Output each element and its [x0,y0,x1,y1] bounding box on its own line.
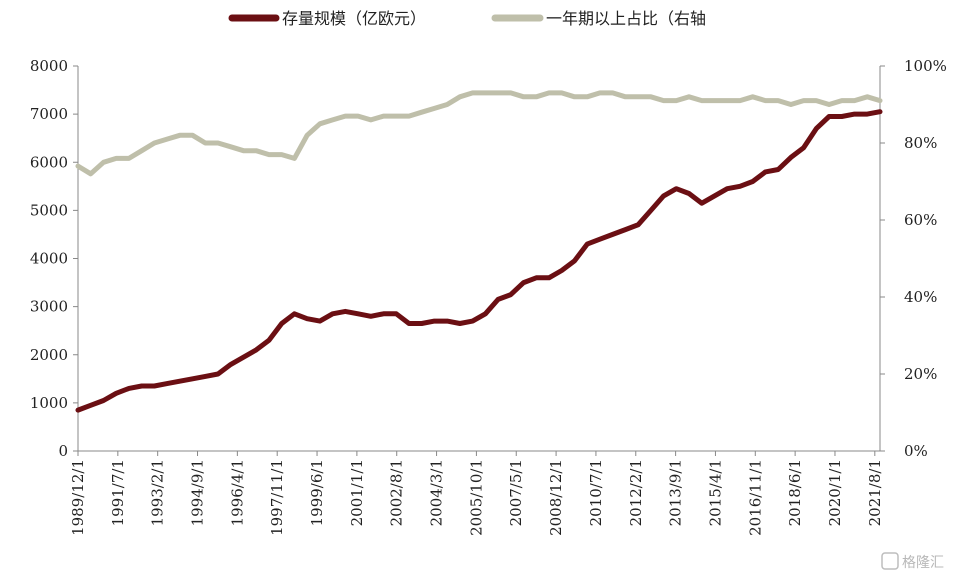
series-lines [75,90,883,413]
x-tick-label: 2010/7/1 [587,459,605,526]
x-tick-label: 2002/8/1 [388,459,406,526]
x-tick-label: 2020/1/1 [826,459,844,526]
watermark-text: 格隆汇 [902,555,944,571]
x-ticks: 1989/12/1 1991/7/1 1993/2/1 1994/9/1 1996/4/… [69,451,884,536]
watermark-logo-icon [881,552,899,570]
x-tick-label: 1989/12/1 [69,459,87,536]
legend-label-share: 一年期以上占比（右轴 [546,9,706,28]
x-tick-label: 2004/3/1 [428,459,446,526]
x-tick-label: 1991/7/1 [109,459,127,526]
y-left-tick-label: 8000 [30,57,68,75]
y-left-tick-label: 1000 [30,394,68,412]
legend: 存量规模（亿欧元） 一年期以上占比（右轴 [228,9,706,28]
x-tick-label: 2001/1/1 [348,459,366,526]
y-left-tick-label: 3000 [30,298,68,316]
y-right-ticks: 0% 20% 40% 60% 80% 100% [880,57,947,460]
x-tick-label: 2012/2/1 [627,459,645,526]
x-tick-label: 2015/4/1 [706,459,724,526]
legend-label-stock: 存量规模（亿欧元） [282,9,426,28]
y-left-tick-label: 7000 [30,105,68,123]
y-left-tick-label: 0 [58,442,68,460]
x-tick-label: 2018/6/1 [786,459,804,526]
x-tick-label: 2021/8/1 [866,459,884,526]
y-left-tick-label: 2000 [30,346,68,364]
x-tick-label: 1997/11/1 [268,459,286,536]
axes [77,66,881,452]
series-line-share [75,90,883,177]
watermark: 格隆汇 [881,552,944,571]
x-tick-label: 1996/4/1 [228,459,246,526]
x-tick-label: 1993/2/1 [149,459,167,526]
y-right-tick-label: 0% [904,442,928,460]
y-left-ticks: 0 1000 2000 3000 4000 5000 6000 7000 8000 [30,57,78,460]
x-tick-label: 1994/9/1 [189,459,207,526]
series-line-stock [75,109,883,413]
y-left-tick-label: 6000 [30,153,68,171]
x-tick-label: 2008/12/1 [547,459,565,536]
y-right-tick-label: 60% [904,211,937,229]
x-tick-label: 1999/6/1 [308,459,326,526]
y-right-tick-label: 20% [904,365,937,383]
y-right-tick-label: 80% [904,134,937,152]
y-left-tick-label: 5000 [30,201,68,219]
y-right-tick-label: 100% [904,57,947,75]
x-tick-label: 2016/11/1 [746,459,764,536]
x-tick-label: 2007/5/1 [507,459,525,526]
y-left-tick-label: 4000 [30,250,68,268]
y-right-tick-label: 40% [904,288,937,306]
x-tick-label: 2013/9/1 [667,459,685,526]
x-tick-label: 2005/10/1 [467,459,485,536]
